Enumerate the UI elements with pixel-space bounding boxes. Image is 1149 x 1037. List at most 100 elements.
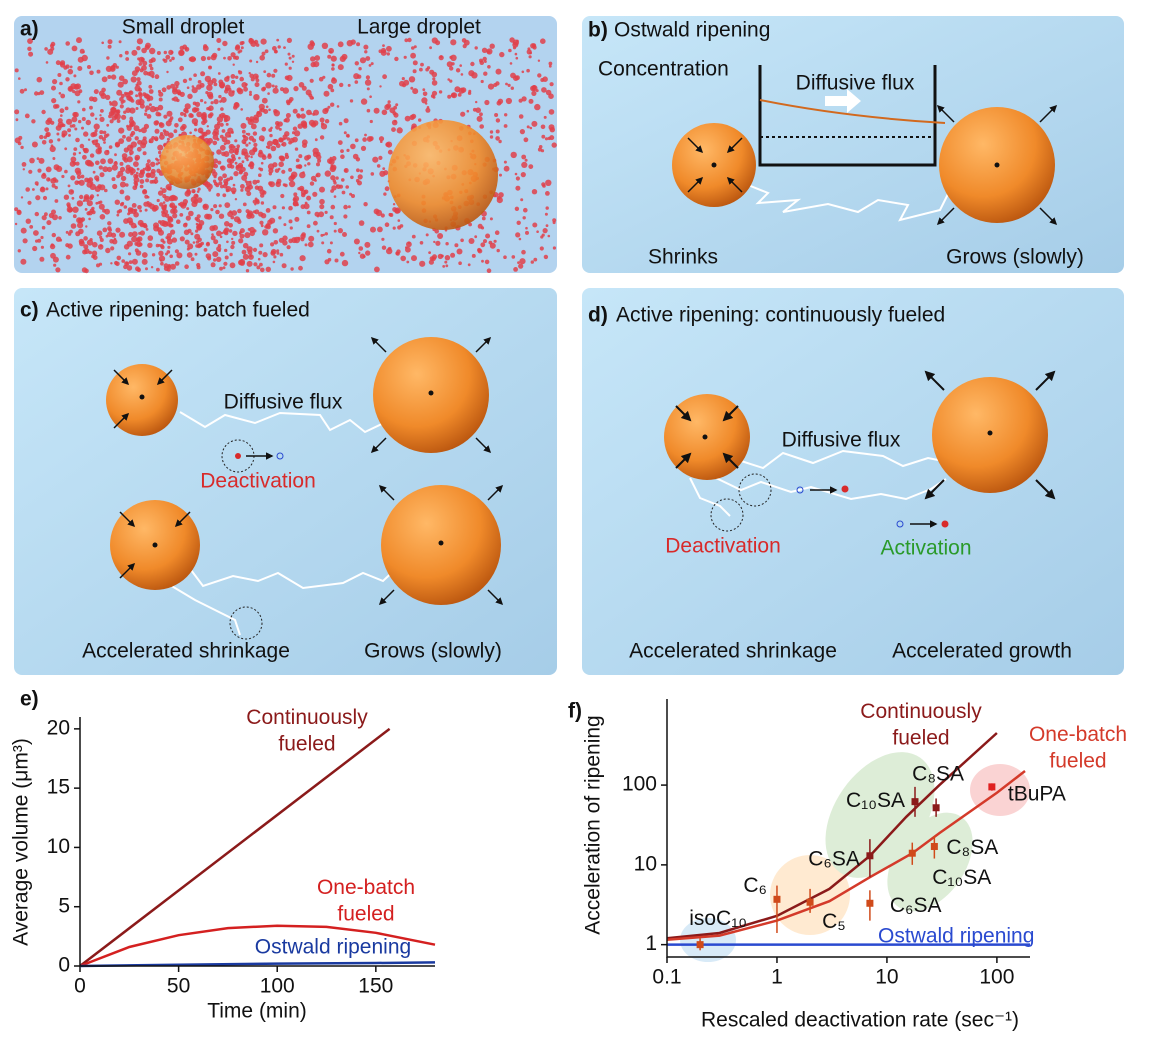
molecule [267, 146, 270, 149]
molecule [287, 101, 291, 105]
molecule [21, 228, 27, 234]
molecule [542, 234, 545, 237]
molecule [545, 191, 550, 196]
molecule [342, 191, 346, 195]
molecule [269, 134, 272, 137]
molecule [360, 169, 363, 172]
molecule [538, 60, 540, 62]
molecule [313, 61, 319, 67]
label: Diffusive flux [224, 391, 343, 414]
molecule [393, 106, 397, 110]
molecule [27, 47, 31, 51]
molecule [92, 242, 98, 248]
molecule [506, 98, 512, 104]
molecule [473, 108, 477, 112]
molecule [57, 138, 60, 141]
molecule [145, 178, 149, 182]
molecule [266, 267, 271, 272]
molecule [146, 228, 149, 231]
molecule [346, 149, 349, 152]
molecule [223, 57, 226, 60]
molecule [485, 260, 490, 265]
molecule [28, 52, 33, 57]
molecule [229, 229, 233, 233]
label: Accelerated shrinkage [629, 640, 837, 663]
molecule [115, 200, 120, 205]
y-tick-label: 100 [622, 773, 657, 796]
molecule [205, 182, 211, 188]
molecule [225, 256, 229, 260]
molecule [56, 60, 61, 65]
molecule [460, 112, 465, 117]
molecule [262, 229, 268, 235]
molecule [239, 49, 242, 52]
molecule [498, 140, 501, 143]
molecule [503, 255, 507, 259]
molecule [222, 41, 227, 46]
molecule [234, 102, 240, 108]
molecule [156, 268, 160, 272]
molecule [358, 67, 361, 70]
molecule [53, 177, 57, 181]
molecule [230, 262, 236, 268]
molecule [231, 238, 233, 240]
molecule [519, 238, 522, 241]
molecule [285, 63, 288, 66]
molecule [355, 80, 359, 84]
molecule [118, 128, 124, 134]
molecule [300, 255, 306, 261]
molecule [361, 146, 366, 151]
x-tick-label: 10 [875, 966, 898, 989]
molecule [227, 211, 233, 217]
molecule [155, 112, 160, 117]
molecule [61, 175, 64, 178]
molecule [272, 162, 277, 167]
molecule [351, 39, 356, 44]
molecule [180, 112, 184, 116]
molecule [437, 233, 443, 239]
molecule [532, 223, 537, 228]
y-axis-title: Acceleration of ripening [582, 715, 605, 934]
molecule [553, 221, 556, 224]
molecule [65, 107, 69, 111]
molecule [521, 250, 526, 255]
molecule [217, 161, 221, 165]
molecule [538, 148, 542, 152]
molecule [243, 254, 249, 260]
molecule [174, 129, 178, 133]
molecule [24, 88, 27, 91]
molecule [259, 55, 265, 61]
molecule [310, 79, 314, 83]
molecule [15, 68, 19, 72]
molecule [319, 187, 325, 193]
molecule [445, 255, 450, 260]
molecule [283, 223, 286, 226]
molecule [140, 104, 145, 109]
molecule [444, 261, 447, 264]
molecule [518, 264, 523, 269]
molecule [310, 181, 314, 185]
molecule [239, 232, 241, 234]
molecule [187, 252, 193, 258]
molecule [330, 241, 333, 244]
molecule [383, 170, 388, 175]
molecule [233, 184, 236, 187]
molecule [332, 156, 337, 161]
molecule [479, 59, 483, 63]
molecule [363, 202, 367, 206]
molecule [161, 245, 165, 249]
molecule [405, 116, 411, 122]
molecule [79, 195, 83, 199]
molecule [222, 173, 227, 178]
molecule [357, 75, 361, 79]
molecule [77, 66, 82, 71]
molecule [138, 129, 141, 132]
molecule [175, 85, 178, 88]
molecule [233, 171, 238, 176]
molecule [90, 153, 94, 157]
molecule [197, 244, 201, 248]
molecule [166, 120, 172, 126]
molecule [106, 133, 109, 136]
molecule [136, 107, 139, 110]
molecule [232, 157, 236, 161]
